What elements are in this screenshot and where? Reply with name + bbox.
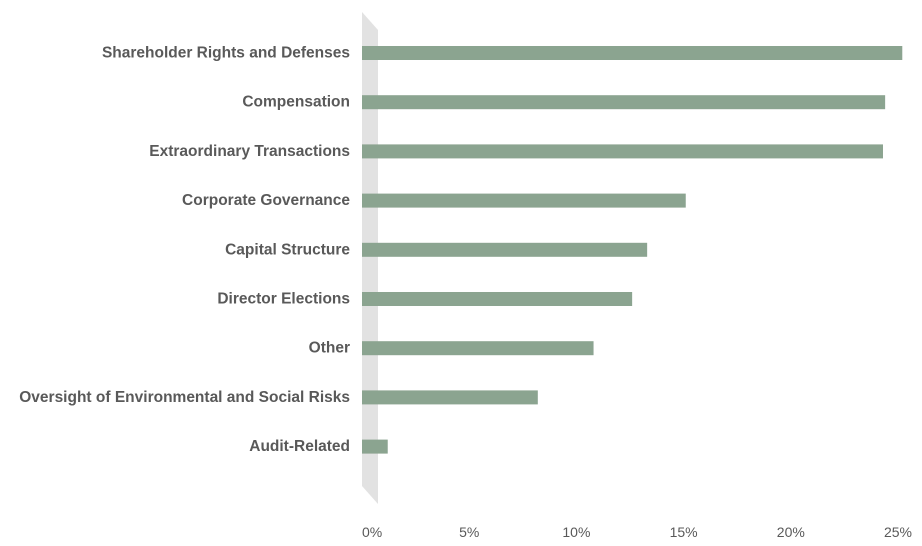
y-axis-band bbox=[362, 12, 378, 504]
category-label-compensation: Compensation bbox=[242, 94, 350, 111]
x-tick-label-1: 5% bbox=[459, 524, 479, 540]
bar-director-elections bbox=[362, 292, 632, 306]
bar-audit-related bbox=[362, 440, 388, 454]
bar-extraordinary-transactions bbox=[362, 144, 883, 158]
x-tick-label-0: 0% bbox=[362, 524, 382, 540]
category-label-capital-structure: Capital Structure bbox=[225, 241, 350, 258]
bar-other bbox=[362, 341, 594, 355]
x-tick-label-5: 25% bbox=[884, 524, 912, 540]
category-label-shareholder-rights-and-defenses: Shareholder Rights and Defenses bbox=[102, 45, 350, 62]
bar-shareholder-rights-and-defenses bbox=[362, 46, 902, 60]
bars-group bbox=[362, 46, 902, 454]
bar-capital-structure bbox=[362, 243, 647, 257]
bar-oversight-of-environmental-and-social-risks bbox=[362, 390, 538, 404]
category-label-extraordinary-transactions: Extraordinary Transactions bbox=[149, 143, 350, 160]
category-labels-group: Shareholder Rights and Defenses Compensat… bbox=[19, 45, 350, 456]
x-axis-ticks-group: 0% 5% 10% 15% 20% 25% bbox=[362, 524, 912, 540]
bar-corporate-governance bbox=[362, 194, 686, 208]
category-label-director-elections: Director Elections bbox=[217, 291, 350, 308]
category-label-audit-related: Audit-Related bbox=[249, 438, 350, 455]
x-tick-label-2: 10% bbox=[562, 524, 590, 540]
category-label-corporate-governance: Corporate Governance bbox=[182, 192, 350, 209]
category-label-other: Other bbox=[309, 340, 350, 357]
bar-compensation bbox=[362, 95, 885, 109]
x-tick-label-4: 20% bbox=[777, 524, 805, 540]
category-label-oversight-of-environmental-and-social-risks: Oversight of Environmental and Social Ri… bbox=[19, 389, 350, 406]
x-tick-label-3: 15% bbox=[670, 524, 698, 540]
